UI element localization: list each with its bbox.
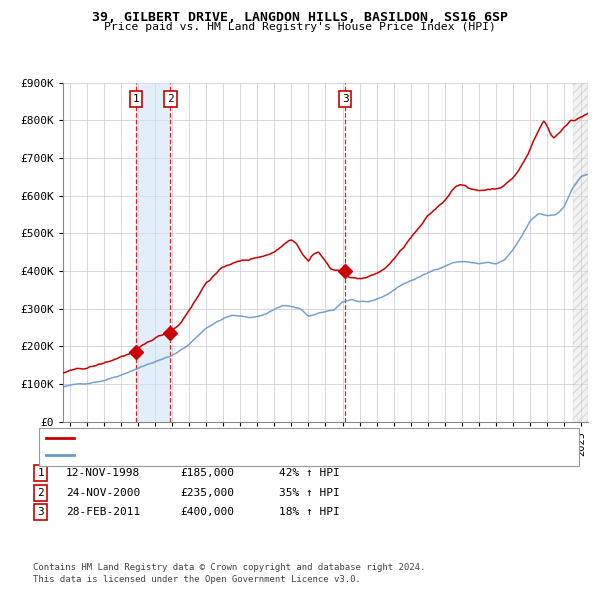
Text: 39, GILBERT DRIVE, LANGDON HILLS, BASILDON, SS16 6SP: 39, GILBERT DRIVE, LANGDON HILLS, BASILD… bbox=[92, 11, 508, 24]
Text: 12-NOV-1998: 12-NOV-1998 bbox=[66, 468, 140, 478]
Text: 1: 1 bbox=[37, 468, 44, 478]
Text: 2: 2 bbox=[37, 488, 44, 497]
Bar bbox=[136, 83, 170, 422]
Text: 39, GILBERT DRIVE, LANGDON HILLS, BASILDON, SS16 6SP (detached house): 39, GILBERT DRIVE, LANGDON HILLS, BASILD… bbox=[79, 434, 493, 444]
Text: 24-NOV-2000: 24-NOV-2000 bbox=[66, 488, 140, 497]
Text: 1: 1 bbox=[133, 94, 139, 104]
Text: £400,000: £400,000 bbox=[180, 507, 234, 517]
Bar bbox=[572, 83, 588, 422]
Text: £235,000: £235,000 bbox=[180, 488, 234, 497]
Text: 2: 2 bbox=[167, 94, 174, 104]
Text: HPI: Average price, detached house, Basildon: HPI: Average price, detached house, Basi… bbox=[79, 450, 343, 460]
Text: 42% ↑ HPI: 42% ↑ HPI bbox=[279, 468, 340, 478]
Text: 3: 3 bbox=[342, 94, 349, 104]
Text: 18% ↑ HPI: 18% ↑ HPI bbox=[279, 507, 340, 517]
Text: Price paid vs. HM Land Registry's House Price Index (HPI): Price paid vs. HM Land Registry's House … bbox=[104, 22, 496, 32]
Text: Contains HM Land Registry data © Crown copyright and database right 2024.: Contains HM Land Registry data © Crown c… bbox=[33, 563, 425, 572]
Text: 35% ↑ HPI: 35% ↑ HPI bbox=[279, 488, 340, 497]
Text: £185,000: £185,000 bbox=[180, 468, 234, 478]
Text: 3: 3 bbox=[37, 507, 44, 517]
Text: This data is licensed under the Open Government Licence v3.0.: This data is licensed under the Open Gov… bbox=[33, 575, 361, 584]
Text: 28-FEB-2011: 28-FEB-2011 bbox=[66, 507, 140, 517]
